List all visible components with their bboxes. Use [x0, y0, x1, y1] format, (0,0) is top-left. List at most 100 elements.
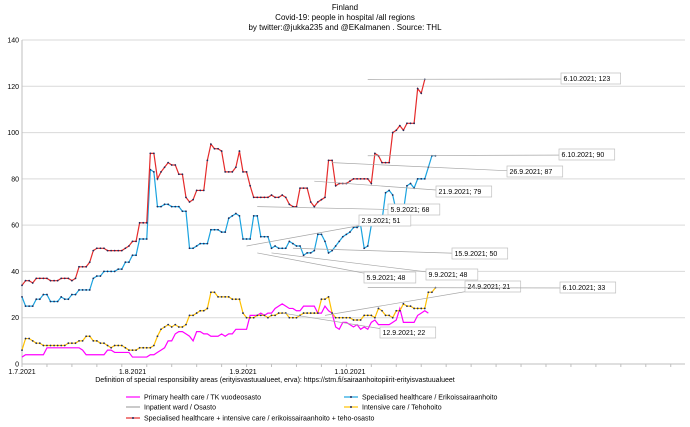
data-point [131, 349, 134, 352]
data-point [309, 312, 312, 314]
data-label: 26.9.2021; 87 [332, 162, 564, 178]
data-point [170, 326, 173, 328]
callout-line [271, 252, 452, 276]
y-tick-label: 80 [11, 176, 19, 183]
data-point [131, 254, 134, 257]
data-point [316, 201, 319, 203]
data-point [174, 205, 177, 208]
data-point [113, 249, 116, 252]
data-point [238, 214, 241, 217]
data-point [167, 203, 170, 206]
data-point [56, 279, 59, 282]
data-point [227, 217, 230, 220]
data-point [213, 147, 216, 150]
data-point [138, 238, 141, 240]
data-point [152, 171, 155, 173]
data-point [142, 221, 145, 224]
data-point [210, 291, 212, 294]
data-point [156, 335, 159, 338]
data-point [35, 342, 38, 345]
data-point [28, 337, 31, 340]
data-point [263, 314, 266, 317]
data-point [256, 214, 259, 217]
data-point [391, 194, 394, 196]
data-point [138, 346, 141, 349]
data-point [349, 231, 351, 233]
data-point [74, 342, 77, 345]
data-point [60, 295, 63, 298]
data-point [167, 323, 170, 326]
data-label: 2.9.2021; 51 [246, 214, 412, 247]
data-point [413, 122, 415, 125]
data-point [46, 344, 48, 347]
data-point [24, 305, 27, 308]
callout-text: 6.10.2021; 123 [564, 76, 611, 83]
data-point [384, 161, 387, 164]
callout-box [358, 214, 412, 227]
data-point [381, 309, 383, 312]
series-line [21, 155, 436, 307]
data-point [195, 312, 198, 314]
data-point [46, 277, 48, 280]
data-point [423, 307, 426, 310]
data-point [299, 245, 301, 247]
callout-box [559, 281, 617, 294]
data-point [145, 221, 148, 224]
callout-line [367, 154, 587, 157]
data-point [74, 277, 77, 280]
data-point [349, 180, 351, 183]
data-point [110, 249, 113, 252]
data-point [53, 279, 55, 282]
data-point [381, 161, 383, 164]
data-point [95, 275, 98, 277]
data-point [398, 309, 401, 312]
callout-text: 9.9.2021; 48 [429, 272, 468, 279]
legend-item: Specialised healthcare + intensive care … [126, 416, 374, 423]
data-point [95, 339, 98, 342]
data-point [28, 305, 31, 308]
data-point [152, 152, 155, 155]
data-point [35, 298, 38, 301]
data-point [92, 249, 95, 252]
data-point [185, 210, 187, 213]
data-label: 5.9.2021; 48 [257, 252, 417, 284]
data-point [238, 150, 241, 152]
data-point [163, 166, 166, 169]
data-point [53, 344, 55, 347]
data-point [373, 152, 376, 155]
data-point [327, 295, 330, 298]
data-point [295, 245, 298, 247]
data-point [302, 254, 305, 257]
data-point [252, 196, 255, 199]
data-point [252, 214, 255, 217]
data-point [38, 298, 41, 301]
data-label: 9.9.2021; 48 [271, 252, 479, 281]
data-point [306, 187, 309, 190]
data-point [431, 291, 433, 294]
data-point [106, 270, 109, 273]
data-point [395, 129, 398, 132]
data-point [231, 214, 234, 217]
data-point [103, 342, 105, 345]
data-point [277, 247, 280, 250]
data-point [384, 191, 387, 194]
data-label: 6.10.2021; 33 [367, 281, 617, 294]
data-point [152, 344, 155, 347]
data-point [356, 177, 358, 180]
data-point [142, 238, 145, 240]
data-point [299, 187, 301, 190]
data-point [21, 349, 23, 352]
data-point [334, 316, 337, 319]
data-point [24, 337, 27, 340]
callout-box [464, 280, 522, 293]
callout-text: 26.9.2021; 87 [510, 169, 553, 176]
legend-label: Inpatient ward / Osasto [144, 405, 216, 412]
data-point [245, 316, 248, 319]
data-point [284, 247, 287, 250]
data-point [220, 150, 223, 152]
callout-text: 6.10.2021; 90 [562, 152, 605, 159]
series-3 [21, 286, 437, 352]
data-point [42, 293, 45, 296]
legend-marker [132, 417, 134, 419]
data-point [56, 344, 59, 347]
